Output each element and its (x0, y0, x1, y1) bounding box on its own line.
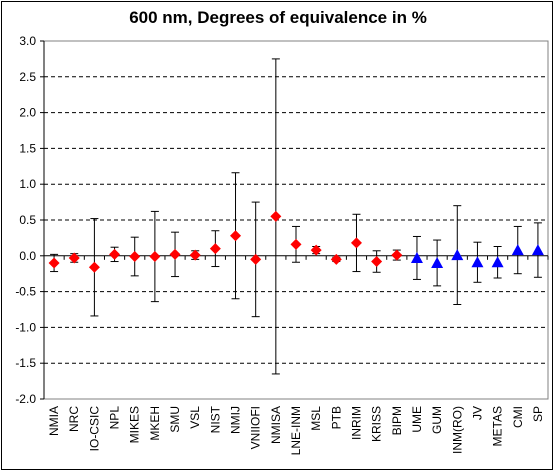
x-tick-label: SP (531, 406, 545, 422)
x-tick-label: NIST (208, 405, 222, 433)
y-tick-label: 0.0 (19, 249, 36, 263)
x-tick-label: INRIM (349, 406, 363, 440)
x-tick-label: MIKES (128, 406, 142, 443)
data-point-diamond (88, 261, 100, 273)
y-tick-label: -2.0 (15, 392, 36, 406)
x-tick-label: JV (470, 406, 484, 420)
data-point-diamond (109, 248, 121, 260)
x-tick-label: IO-CSIC (87, 406, 101, 452)
y-tick-label: 1.5 (19, 141, 36, 155)
y-tick-label: 1.0 (19, 177, 36, 191)
y-tick-label: -1.0 (15, 320, 36, 334)
data-point-diamond (169, 248, 181, 260)
data-point-diamond (129, 251, 141, 263)
x-tick-label: BIPM (390, 406, 404, 435)
x-tick-label: MSL (309, 406, 323, 431)
data-point-triangle (531, 244, 544, 256)
x-tick-label: VSL (188, 406, 202, 429)
data-point-diamond (68, 252, 80, 264)
x-tick-label: INM(RO) (450, 406, 464, 454)
data-point-diamond (48, 257, 60, 269)
data-point-triangle (491, 256, 504, 268)
x-tick-label: VNIIOFI (249, 406, 263, 449)
x-tick-label: NMIA (47, 406, 61, 436)
data-point-triangle (511, 244, 524, 256)
x-tick-label: LNE-INM (289, 406, 303, 455)
y-tick-label: 2.5 (19, 70, 36, 84)
data-point-triangle (410, 251, 423, 263)
data-point-diamond (189, 249, 201, 261)
x-tick-label: NPL (108, 406, 122, 430)
data-point-diamond (290, 238, 302, 250)
data-point-triangle (471, 256, 484, 268)
x-tick-label: PTB (329, 406, 343, 429)
data-point-diamond (391, 249, 403, 261)
x-tick-label: NMISA (269, 406, 283, 444)
x-tick-label: NMIJ (229, 406, 243, 434)
x-tick-label: KRISS (370, 406, 384, 442)
data-point-diamond (371, 256, 383, 268)
data-point-diamond (310, 244, 322, 256)
data-point-triangle (451, 249, 464, 261)
y-tick-label: -0.5 (15, 285, 36, 299)
data-point-diamond (230, 230, 242, 242)
y-tick-label: -1.5 (15, 356, 36, 370)
data-point-diamond (149, 251, 161, 263)
chart-title: 600 nm, Degrees of equivalence in % (129, 8, 427, 27)
data-point-triangle (431, 256, 444, 268)
data-point-diamond (330, 253, 342, 265)
y-tick-label: 0.5 (19, 213, 36, 227)
x-tick-label: SMU (168, 406, 182, 433)
x-tick-label: CMI (511, 406, 525, 428)
x-tick-label: UME (410, 406, 424, 433)
x-tick-label: GUM (430, 406, 444, 434)
data-point-diamond (270, 210, 282, 222)
y-tick-label: 2.0 (19, 106, 36, 120)
y-tick-label: 3.0 (19, 34, 36, 48)
data-point-diamond (350, 237, 362, 249)
data-point-diamond (250, 253, 262, 265)
data-point-diamond (209, 243, 221, 255)
x-tick-label: METAS (491, 406, 505, 446)
x-tick-label: NRC (67, 406, 81, 432)
x-tick-label: MKEH (148, 406, 162, 441)
